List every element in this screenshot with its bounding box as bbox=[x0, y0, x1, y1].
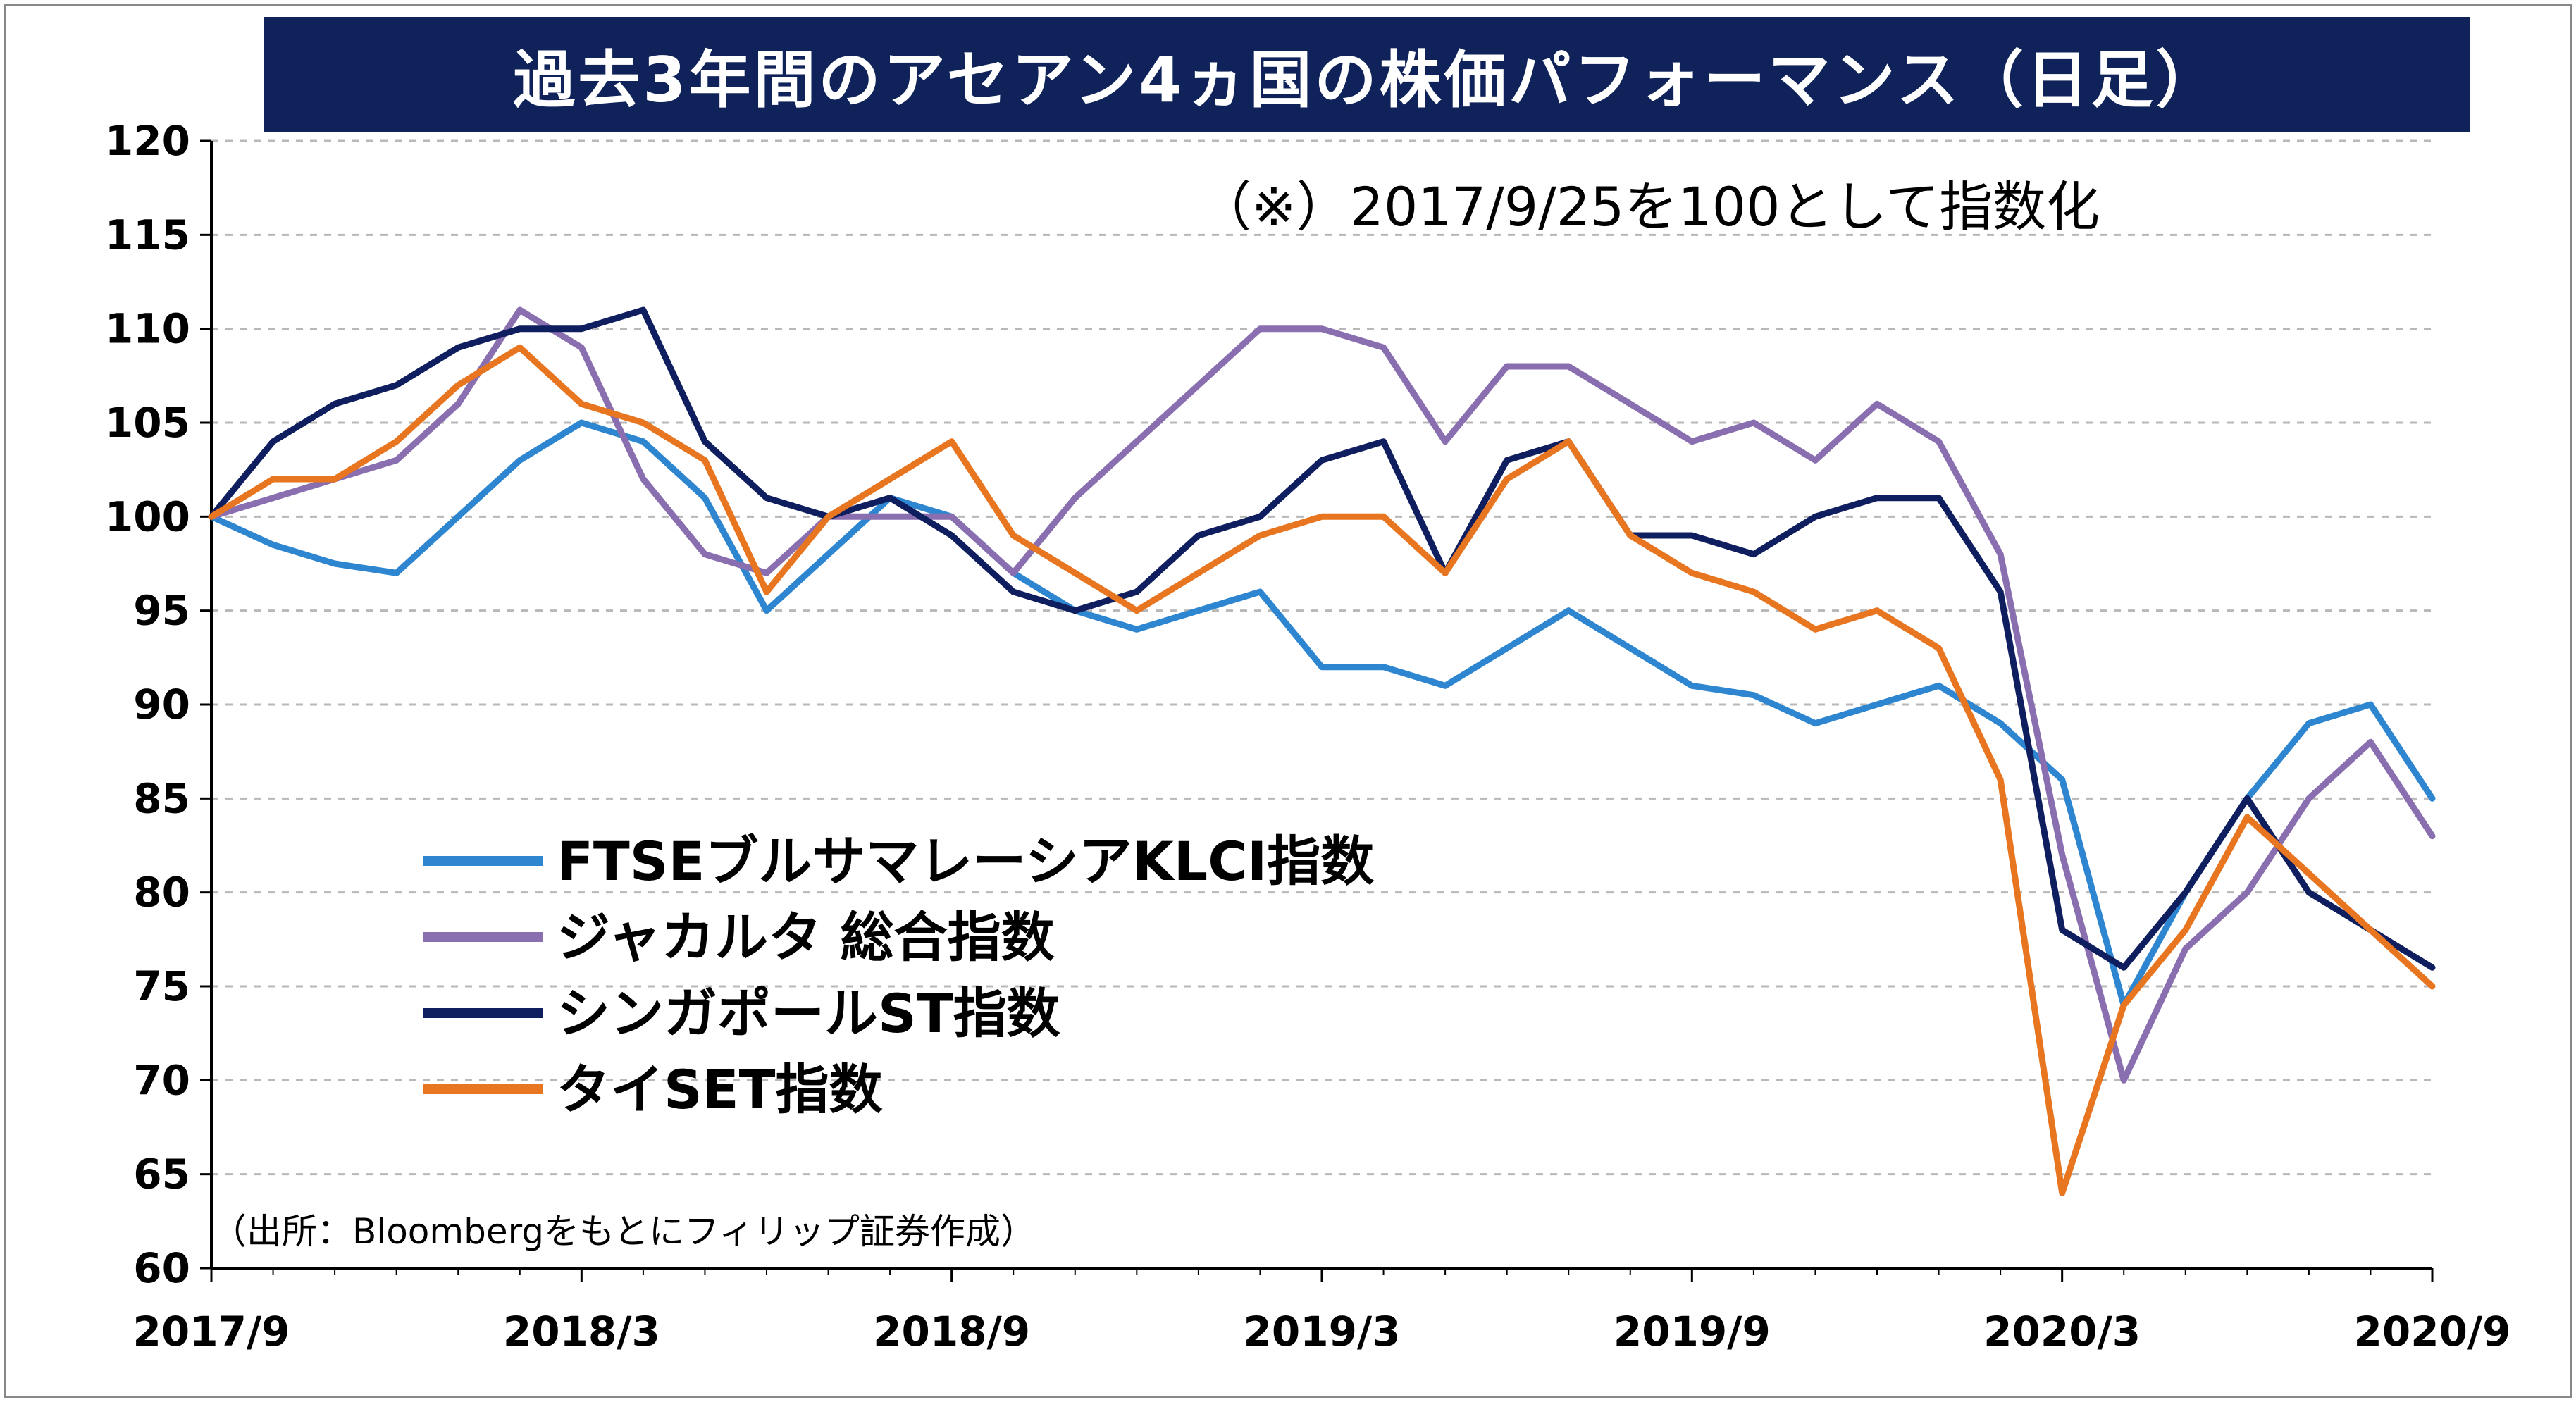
y-tick-label: 120 bbox=[105, 117, 190, 165]
series-line-0 bbox=[208, 419, 2436, 1009]
chart-title-bar: 過去3年間のアセアン4ヵ国の株価パフォーマンス（日足） bbox=[264, 17, 2470, 132]
legend-label-3: タイSET指数 bbox=[557, 1058, 883, 1121]
y-tick-label: 60 bbox=[133, 1244, 190, 1292]
source-note: （出所：Bloombergをもとにフィリップ証券作成） bbox=[211, 1211, 1036, 1252]
series-line-3 bbox=[208, 344, 2436, 1196]
y-tick-label: 100 bbox=[105, 492, 190, 540]
chart-frame bbox=[4, 4, 2572, 1398]
legend-label-1: ジャカルタ 総合指数 bbox=[557, 906, 1055, 969]
x-tick-label: 2017/9 bbox=[133, 1308, 290, 1356]
axis-layer: 60 65 70 75 80 85 90 95 100 105 110 115 120 2017/9 201… bbox=[105, 117, 2511, 1356]
y-tick-label: 65 bbox=[133, 1150, 190, 1198]
x-tick-label: 2019/3 bbox=[1244, 1308, 1401, 1356]
x-tick-label: 2018/9 bbox=[873, 1308, 1030, 1356]
legend-label-0: FTSEブルサマレーシアKLCI指数 bbox=[557, 830, 1374, 893]
y-tick-label: 70 bbox=[133, 1056, 190, 1104]
x-tick-label: 2020/3 bbox=[1983, 1308, 2141, 1356]
y-tick-label: 105 bbox=[105, 399, 190, 447]
chart-title: 過去3年間のアセアン4ヵ国の株価パフォーマンス（日足） bbox=[513, 43, 2221, 116]
legend-label-2: シンガポールST指数 bbox=[557, 982, 1060, 1045]
series-layer bbox=[208, 306, 2436, 1196]
y-tick-label: 85 bbox=[133, 774, 190, 822]
index-note: （※）2017/9/25を100として指数化 bbox=[1198, 175, 2100, 238]
y-tick-label: 110 bbox=[105, 305, 190, 353]
x-tick-label: 2019/9 bbox=[1614, 1308, 1771, 1356]
x-tick-label: 2020/9 bbox=[2354, 1308, 2511, 1356]
series-line-2 bbox=[208, 306, 2436, 971]
series-line-1 bbox=[208, 306, 2436, 1084]
y-tick-label: 80 bbox=[133, 869, 190, 917]
y-tick-label: 90 bbox=[133, 681, 190, 728]
y-tick-label: 75 bbox=[133, 962, 190, 1010]
y-tick-label: 115 bbox=[105, 211, 190, 259]
x-tick-label: 2018/3 bbox=[503, 1308, 660, 1356]
y-tick-label: 95 bbox=[133, 587, 190, 635]
grid-layer bbox=[211, 139, 2432, 1176]
